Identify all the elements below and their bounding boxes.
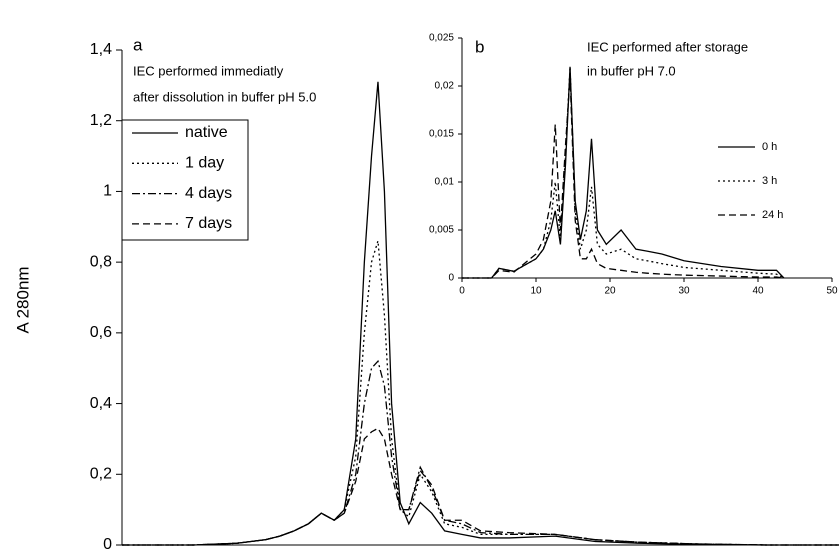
y-tick-label: 0,01: [435, 177, 455, 188]
x-tick-label: 10: [530, 286, 542, 297]
y-tick-label: 0: [448, 273, 454, 284]
series-line: [462, 66, 785, 279]
y-tick-label: 0,005: [429, 225, 454, 236]
annotation: IEC performed after storage: [587, 39, 748, 54]
legend-label: native: [185, 124, 228, 141]
y-tick-label: 1,4: [90, 41, 112, 58]
annotation: IEC performed immediatly: [133, 63, 284, 78]
panel-label: a: [133, 35, 143, 54]
legend-label: 0 h: [762, 141, 777, 153]
legend-label: 3 h: [762, 175, 777, 187]
x-tick-label: 20: [604, 286, 616, 297]
y-tick-label: 0,6: [90, 324, 112, 341]
series-line: [122, 427, 839, 546]
y-tick-label: 0,2: [90, 466, 112, 483]
series-line: [462, 66, 785, 279]
x-tick-label: 30: [678, 286, 690, 297]
y-tick-label: 1,2: [90, 112, 112, 129]
series-line: [462, 76, 784, 279]
legend-label: 24 h: [762, 209, 783, 221]
x-tick-label: 50: [826, 286, 838, 297]
legend-label: 7 days: [185, 215, 232, 232]
y-tick-label: 0,025: [429, 33, 454, 44]
y-tick-label: 0,8: [90, 253, 112, 270]
y-tick-label: 1: [103, 183, 112, 200]
x-tick-label: 0: [459, 286, 465, 297]
panel: b IEC performed after storage in buffer pH…: [402, 24, 839, 308]
legend-box: [121, 119, 249, 241]
y-tick-label: 0: [103, 536, 112, 552]
y-tick-label: 0,4: [90, 395, 112, 412]
annotation: after dissolution in buffer pH 5.0: [133, 89, 316, 104]
panel: 0 0,2 0,4 0,6 0,8 1 1,2 1,4 native 1 day 4 days 7 d…: [90, 41, 839, 552]
y-axis-label: A 280nm: [13, 266, 32, 333]
x-tick-label: 40: [752, 286, 764, 297]
panel-label: b: [475, 37, 484, 56]
series-line: [122, 359, 839, 546]
y-tick-label: 0,015: [429, 129, 454, 140]
inset-background: [402, 24, 839, 308]
legend-label: 1 day: [185, 155, 224, 172]
y-tick-label: 0,02: [435, 81, 455, 92]
legend-label: 4 days: [185, 185, 232, 202]
annotation: in buffer pH 7.0: [587, 63, 676, 78]
